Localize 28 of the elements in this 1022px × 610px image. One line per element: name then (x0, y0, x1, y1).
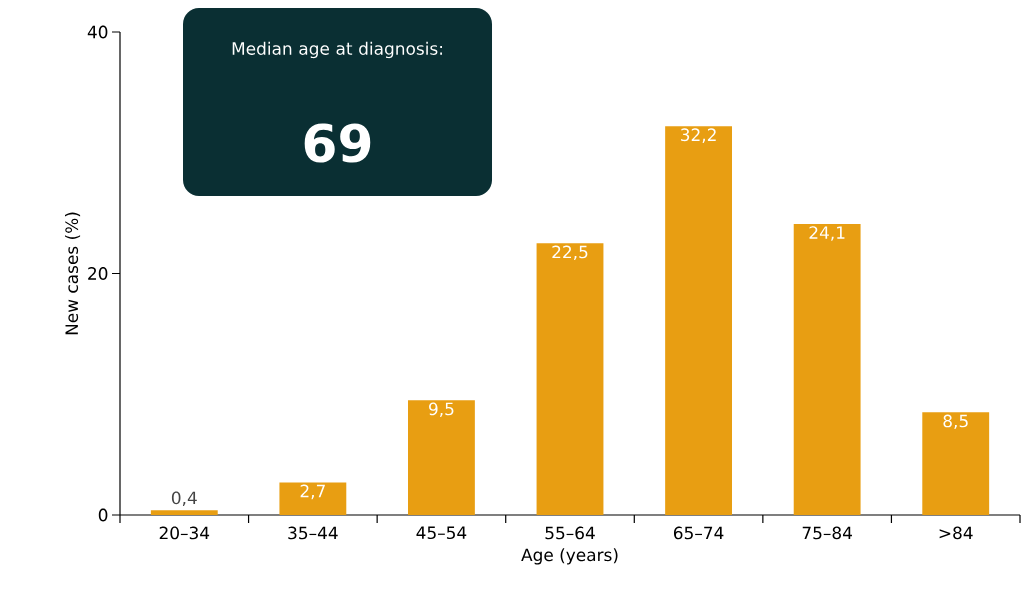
x-tick-label: 65–74 (673, 526, 724, 540)
bar (150, 510, 218, 515)
y-tick-label: 40 (87, 25, 108, 39)
data-label: 9,5 (429, 402, 454, 418)
x-tick-label: 35–44 (288, 526, 338, 540)
x-tick-label: >84 (939, 526, 973, 540)
data-label: 0,4 (171, 491, 197, 506)
x-tick-label: 20–34 (159, 526, 210, 540)
x-axis-title: Age (years) (521, 548, 618, 565)
bar (665, 126, 732, 515)
data-label: 22,5 (552, 245, 588, 261)
data-label: 8,5 (943, 414, 968, 430)
y-tick-label: 0 (98, 508, 108, 522)
annotation: Median age at diagnosis: (232, 41, 442, 59)
bar (279, 482, 347, 515)
x-tick-label: 45–54 (416, 526, 467, 540)
x-tick-label: 75–84 (802, 526, 852, 540)
data-label: 32,2 (681, 128, 716, 143)
bar (408, 400, 475, 515)
annotation: 69 (304, 123, 371, 163)
bar (793, 223, 861, 515)
y-tick-label: 20 (88, 267, 108, 280)
y-axis-title: New cases (%) (65, 212, 81, 335)
bar (922, 412, 990, 515)
data-label: 24,1 (809, 226, 845, 241)
x-tick-label: 55–64 (545, 526, 595, 540)
data-label: 2,7 (300, 484, 325, 500)
bar (536, 243, 604, 515)
